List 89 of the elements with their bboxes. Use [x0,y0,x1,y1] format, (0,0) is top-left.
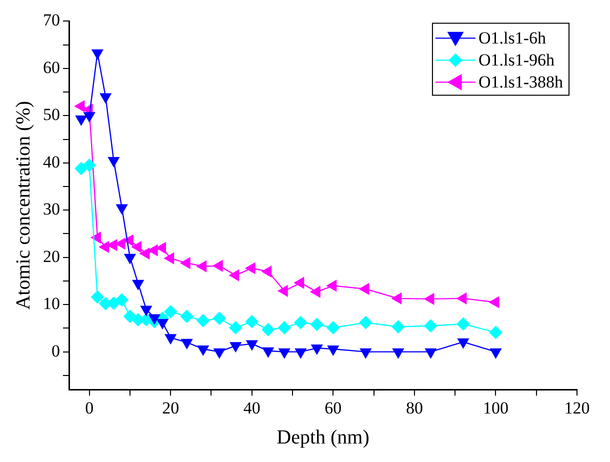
point [278,348,290,358]
point [310,286,320,298]
legend-label: O1.ls1-6h [478,28,546,48]
point [425,348,436,358]
x-tick-label: 0 [85,398,94,418]
point [310,318,324,331]
point [164,334,176,344]
point [278,321,291,334]
point [229,321,242,334]
point [245,315,258,328]
point [456,292,467,304]
x-tick-label: 20 [162,398,180,418]
x-axis-title: Depth (nm) [276,426,370,448]
y-axis-title: Atomic concentration (%) [12,100,34,310]
point [359,283,370,295]
point [311,344,323,355]
point [262,323,275,336]
point [212,312,226,325]
point [229,270,240,281]
point [108,157,120,168]
y-tick-label: 50 [43,105,60,124]
point [294,277,304,289]
y-tick-label: 40 [43,152,60,172]
point [164,252,174,264]
point [132,280,144,290]
point [132,241,142,253]
point [230,342,242,352]
point [90,290,104,304]
y-tick-label: 0 [52,341,60,360]
point [82,158,96,172]
point [246,340,258,350]
y-tick-label: 20 [43,246,60,266]
point [140,248,150,260]
point [456,317,470,330]
point [100,93,112,104]
point [327,345,339,356]
point [180,257,190,269]
point [490,348,502,358]
point [196,260,207,272]
x-tick-label: 80 [406,398,423,418]
legend-label: O1.ls1-96h [478,50,555,70]
point [90,232,101,244]
point [123,310,136,323]
point [148,314,160,324]
point [458,338,469,348]
point [164,305,178,318]
point [326,280,337,292]
point [392,292,402,304]
point [489,296,500,308]
point [212,260,223,272]
point [489,326,502,339]
point [360,348,372,358]
point [156,319,168,330]
x-tick-label: 40 [243,398,260,418]
legend-label: O1.ls1-388h [478,72,564,92]
point [115,293,128,306]
y-tick-label: 70 [43,10,60,30]
point [92,49,104,60]
point [262,347,274,358]
point [181,338,193,349]
point [245,262,256,274]
point [294,316,308,330]
y-tick-label: 60 [43,58,60,77]
point [392,320,405,334]
point [107,296,120,310]
x-tick-label: 100 [482,398,508,418]
point [99,241,110,253]
point [196,314,210,328]
point [116,204,128,214]
point [424,319,438,332]
point [140,306,152,316]
point [326,321,340,334]
point [74,100,85,112]
point [262,266,272,278]
point [294,348,306,358]
x-tick-label: 60 [324,398,342,418]
point [278,285,288,297]
point [214,348,226,358]
point [392,348,404,358]
point [124,254,136,264]
y-tick-label: 10 [43,294,60,314]
point [197,345,209,356]
point [75,115,87,126]
point [424,293,434,305]
y-tick-label: 30 [43,200,60,219]
point [84,112,96,122]
x-tick-label: 120 [564,398,590,418]
point [180,310,194,323]
point [359,316,372,330]
